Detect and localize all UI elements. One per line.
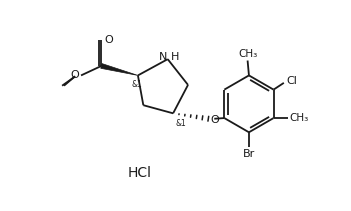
Text: O: O [105, 35, 113, 45]
Text: N: N [159, 52, 168, 62]
Text: CH₃: CH₃ [290, 113, 309, 123]
Text: Br: Br [243, 149, 255, 159]
Text: O: O [210, 115, 219, 124]
Text: &1: &1 [176, 119, 187, 128]
Text: Cl: Cl [286, 76, 297, 86]
Text: CH₃: CH₃ [238, 49, 257, 59]
Text: HCl: HCl [127, 166, 151, 180]
Text: O: O [70, 70, 79, 80]
Text: &1: &1 [131, 80, 142, 89]
Polygon shape [101, 64, 138, 75]
Text: H: H [171, 52, 179, 62]
